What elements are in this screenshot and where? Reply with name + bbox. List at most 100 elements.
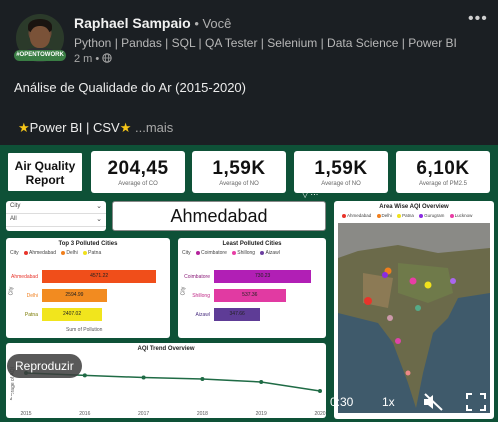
bar[interactable]: 2407.02 [42, 308, 103, 321]
legend-dot [449, 213, 454, 218]
volume-muted-icon[interactable] [422, 393, 446, 411]
x-tick-label: 2015 [20, 411, 31, 417]
map-marker[interactable] [387, 315, 393, 321]
trend-point[interactable] [141, 375, 146, 380]
bar[interactable]: 4571.22 [42, 270, 157, 283]
city-filter-value: All [10, 216, 17, 222]
map-marker[interactable] [409, 277, 417, 285]
bar-label: Shillong [192, 293, 210, 299]
city-filter[interactable]: City ⌄ All ⌄ [6, 201, 106, 231]
chart-title: Top 3 Polluted Cities [58, 241, 118, 247]
trend-point[interactable] [318, 389, 322, 393]
bar[interactable]: 2594.99 [42, 289, 107, 302]
star-icon: ★ [119, 120, 132, 135]
legend-dot [376, 213, 381, 218]
bar-label: Aizawl [195, 312, 210, 318]
chart-title: Least Polluted Cities [222, 241, 282, 247]
bar-value-label: 2594.99 [65, 292, 84, 298]
post-title: Análise de Qualidade do Ar (2015-2020) [14, 80, 246, 95]
legend-dot [260, 250, 265, 255]
map-marker[interactable] [395, 338, 401, 344]
chart-legend: City Ahmedabad Delhi Patna [10, 250, 170, 256]
bar[interactable]: 730.23 [214, 270, 312, 283]
kpi-value: 6,10K [416, 158, 470, 179]
satellite-map[interactable] [338, 223, 490, 413]
map-marker[interactable] [450, 278, 456, 284]
x-tick-label: 2020 [314, 411, 325, 417]
more-options-icon[interactable]: ••• [468, 10, 488, 27]
kpi-card-co: 204,45 Average of CO [91, 151, 185, 193]
post-tags: ★Power BI | CSV★ ...mais [18, 120, 173, 136]
video-controls: 0:30 1x [0, 381, 498, 422]
author-suffix: • Você [190, 16, 232, 31]
kpi-value: 1,59K [212, 158, 266, 179]
fullscreen-icon[interactable] [466, 393, 486, 411]
mountains [338, 223, 490, 258]
post-tags-text: Power BI | CSV [29, 120, 120, 135]
bar[interactable]: 347.66 [214, 308, 261, 321]
map-marker[interactable] [424, 281, 432, 289]
legend-dot [83, 250, 88, 255]
legend-item: Aizawl [265, 250, 280, 256]
globe-icon [102, 53, 113, 63]
legend-dot [196, 250, 201, 255]
legend-item: Patna [88, 250, 102, 256]
selected-city: Ahmedabad [112, 201, 326, 231]
play-icon[interactable] [12, 393, 26, 411]
legend-dot [419, 213, 424, 218]
map-marker[interactable] [382, 272, 388, 278]
trend-point[interactable] [200, 377, 205, 381]
video-player[interactable]: Air Quality Report 204,45 Average of CO … [0, 145, 498, 422]
report-title-line1: Air Quality [14, 159, 76, 173]
star-icon: ★ [18, 120, 30, 135]
city-filter-select[interactable]: All ⌄ [6, 214, 106, 227]
chevron-down-icon: ⌄ [96, 216, 102, 223]
author-name[interactable]: Raphael Sampaio • Você [74, 15, 231, 31]
bar-value-label: 537.36 [242, 292, 258, 298]
trend-point[interactable] [82, 373, 87, 378]
bar-value-label: 4571.22 [90, 273, 109, 279]
legend-dot [61, 250, 66, 255]
kpi-label: Average of NO [321, 181, 361, 187]
least-polluted-chart: Least Polluted Cities City Coimbatore Sh… [178, 238, 326, 338]
chart-title: AQI Trend Overview [137, 346, 195, 352]
filter-icon[interactable]: ▽ ⋯ [302, 190, 319, 199]
legend-dot [232, 250, 237, 255]
bar[interactable]: 537.36 [214, 289, 286, 302]
x-tick-label: 2019 [256, 411, 267, 417]
report-title-line2: Report [25, 173, 65, 187]
x-tick-label: 2016 [79, 411, 90, 417]
aqi-map[interactable]: Area Wise AQI Overview Ahmedabad Delhi P… [334, 201, 494, 419]
axis-title-x: Sum of Pollution [66, 327, 103, 333]
author-name-text[interactable]: Raphael Sampaio [74, 15, 191, 31]
map-marker[interactable] [405, 370, 411, 376]
map-title: Area Wise AQI Overview [379, 204, 449, 210]
bar-label: Coimbatore [184, 274, 210, 280]
legend-title: City [10, 250, 19, 256]
map-marker[interactable] [364, 297, 372, 305]
legend-item: Lucknow [454, 213, 473, 218]
progress-bar[interactable] [40, 402, 322, 405]
kpi-label: Average of PM2.5 [419, 181, 467, 187]
land-mass [338, 223, 490, 408]
kpi-label: Average of CO [118, 181, 158, 187]
map-legend: Ahmedabad Delhi Patna Gurugram Lucknow [338, 213, 494, 218]
top-polluted-chart: Top 3 Polluted Cities City Ahmedabad Del… [6, 238, 170, 338]
bar-label: Delhi [26, 293, 38, 299]
legend-item: Coimbatore [201, 250, 227, 256]
play-tooltip: Reproduzir [7, 354, 82, 378]
legend-item: Shillong [237, 250, 256, 256]
kpi-value: 1,59K [314, 158, 368, 179]
playback-speed-button[interactable]: 1x [382, 395, 395, 409]
map-marker[interactable] [415, 305, 421, 311]
kpi-value: 204,45 [107, 158, 169, 179]
chevron-down-icon: ⌄ [96, 203, 102, 210]
post-meta: 2 m • [74, 53, 113, 65]
see-more-link[interactable]: ...mais [135, 120, 174, 135]
kpi-card-no: 1,59K Average of NO [192, 151, 286, 193]
legend-dot [397, 213, 402, 218]
city-filter-label: City ⌄ [6, 201, 106, 214]
progress-fill [40, 402, 57, 405]
trend-point[interactable] [259, 380, 264, 384]
